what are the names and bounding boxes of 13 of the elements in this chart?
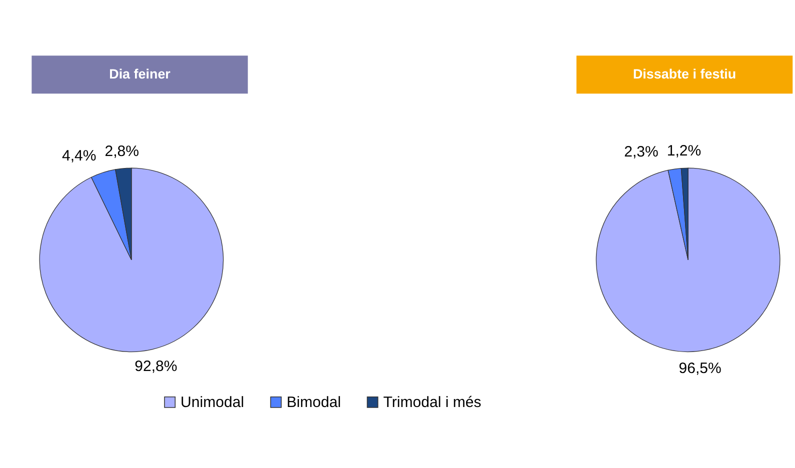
legend-label: Trimodal i més [383, 394, 482, 411]
chart-title: Dissabte i festiu [632, 66, 736, 82]
data-label: 1,2% [666, 142, 702, 160]
chart-title: Dia feiner [109, 66, 172, 82]
data-label: 96,5% [678, 360, 722, 378]
data-label: 2,3% [624, 144, 658, 161]
data-label: 92,8% [134, 358, 178, 376]
pie-slice [39, 168, 224, 352]
legend-label: Unimodal [180, 394, 244, 411]
pie-slice [596, 168, 780, 352]
data-label: 2,8% [104, 142, 139, 160]
data-label: 4,4% [62, 148, 96, 165]
legend-label: Bimodal [286, 394, 341, 411]
